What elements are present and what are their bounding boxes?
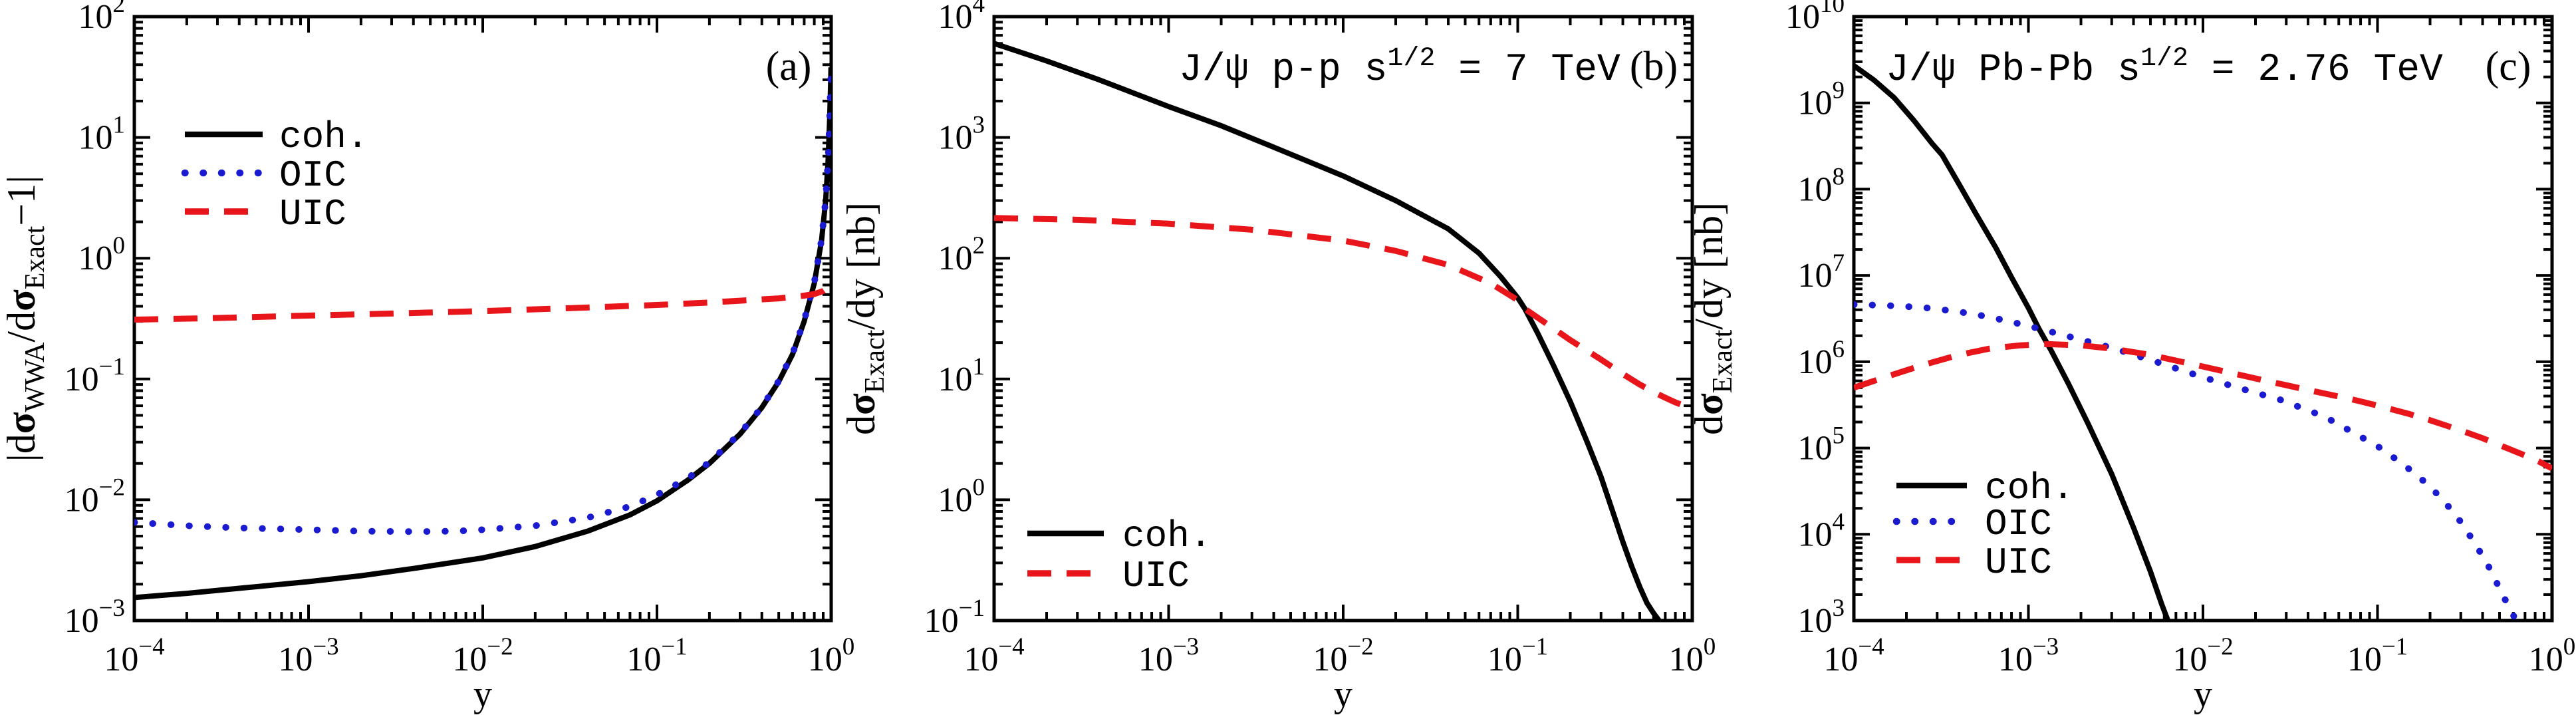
x-tick-label: 10−4	[1823, 633, 1884, 678]
y-axis-label-a: |dσWWA/dσExact−1|	[0, 176, 51, 462]
y-tick-label: 100	[938, 474, 985, 519]
x-tick-label: 10−3	[1998, 633, 2059, 678]
y-tick-label: 102	[938, 232, 985, 277]
y-tick-label: 107	[1798, 249, 1845, 295]
panel-letter-c: (c)	[2486, 44, 2531, 89]
panel-letter-b: (b)	[1630, 44, 1678, 89]
series-group-a	[134, 64, 831, 601]
series-uic-line-a	[134, 281, 831, 323]
y-tick-label: 102	[78, 0, 126, 36]
panel-b: 10−4 10−3 10−2 10−1 100 10−1 100 101 102 103 104 co…	[839, 0, 1716, 715]
y-tick-label: 101	[938, 353, 985, 398]
axis-ticks-c	[1853, 15, 2553, 622]
legend-label-oic: OIC	[1985, 503, 2052, 545]
x-tick-label: 10−1	[2347, 633, 2408, 678]
x-tick-label: 10−2	[452, 633, 513, 678]
legend-label-coh: coh.	[279, 116, 368, 158]
x-tick-label: 10−3	[1138, 633, 1199, 678]
x-axis-label-a: y	[473, 674, 492, 715]
x-tick-label: 100	[808, 633, 855, 678]
y-tick-label: 10−2	[64, 474, 125, 519]
x-tick-label: 10−1	[626, 633, 687, 678]
legend-label-uic: UIC	[1122, 555, 1190, 597]
y-tick-label: 1010	[1785, 0, 1845, 36]
panel-c: 10−4 10−3 10−2 10−1 100 103 104 105 106 107 108 109…	[1687, 0, 2575, 715]
series-group-b	[994, 41, 1692, 621]
legend-label-uic: UIC	[279, 193, 346, 235]
legend-label-coh: coh.	[1985, 467, 2074, 509]
legend-label-uic: UIC	[1985, 541, 2052, 584]
series-coh-line-c	[1854, 63, 2171, 621]
y-tick-label: 10−3	[64, 595, 125, 640]
y-tick-label: 101	[78, 112, 126, 157]
x-tick-label: 10−3	[278, 633, 338, 678]
y-tick-label: 104	[1798, 508, 1845, 553]
x-tick-label: 100	[2529, 633, 2576, 678]
x-axis-label-c: y	[2194, 674, 2212, 715]
x-axis-label-b: y	[1334, 674, 1352, 715]
series-uic-line-c	[1854, 341, 2552, 472]
y-tick-label: 103	[1798, 595, 1845, 640]
x-tick-label: 10−2	[1313, 633, 1373, 678]
panel-a: 10−4 10−3 10−2 10−1 10010−310−210−1100101102…	[0, 0, 854, 715]
y-tick-label: 104	[938, 0, 985, 36]
legend-label-oic: OIC	[279, 154, 346, 197]
y-axis-label-c: dσExact/dy [nb]	[1687, 202, 1738, 435]
panel-title-b: J/ψ p-p s1/2 = 7 TeV	[1179, 44, 1620, 92]
legend-label-coh: coh.	[1122, 515, 1212, 557]
panel-letter-a: (a)	[766, 44, 812, 89]
x-tick-label: 10−4	[104, 633, 164, 678]
series-oic-line-a	[134, 64, 831, 535]
x-tick-label: 10−2	[2172, 633, 2233, 678]
y-tick-label: 109	[1798, 77, 1845, 122]
series-uic-line-b	[994, 215, 1692, 412]
y-tick-label: 105	[1798, 422, 1845, 468]
plot-frame-b	[992, 15, 1694, 623]
y-tick-label: 106	[1798, 336, 1845, 381]
panel-title-c: J/ψ Pb-Pb s1/2 = 2.76 TeV	[1886, 44, 2443, 92]
plot-frame-c	[1852, 15, 2554, 623]
axis-ticks-b	[993, 15, 1694, 622]
y-tick-label: 103	[938, 112, 985, 157]
series-group-c	[1854, 63, 2552, 621]
x-tick-label: 10−4	[964, 633, 1024, 678]
y-tick-label: 108	[1798, 163, 1845, 208]
series-coh-line-a	[134, 67, 831, 601]
y-tick-label: 100	[78, 232, 126, 277]
series-oic-line-c	[1854, 301, 2520, 621]
series-coh-line-b	[994, 41, 1662, 621]
y-tick-label: 10−1	[64, 353, 125, 398]
y-tick-label: 10−1	[924, 595, 985, 640]
legend-b: coh.UIC	[1027, 515, 1212, 597]
x-tick-label: 10−1	[1487, 633, 1548, 678]
x-tick-label: 100	[1669, 633, 1716, 678]
y-axis-label-b: dσExact/dy [nb]	[839, 202, 890, 435]
